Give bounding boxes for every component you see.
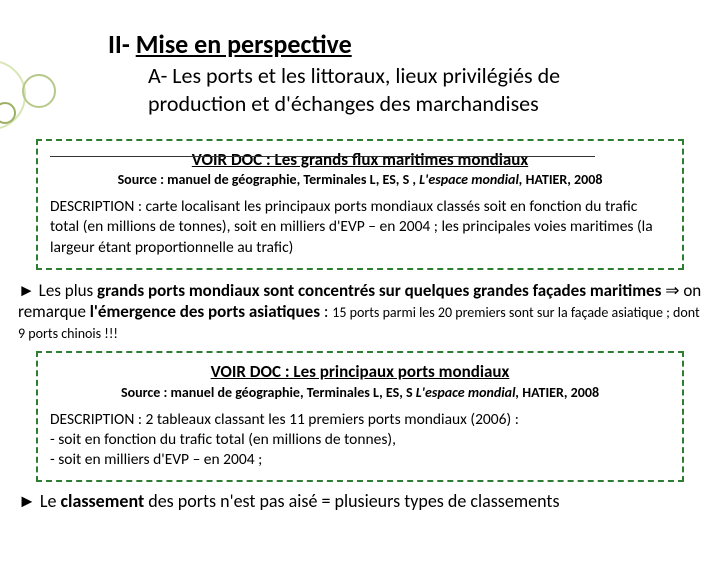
doc1-src-pre: Source : manuel de géographie, Terminale…: [118, 171, 420, 188]
subtitle-line1: A- Les ports et les littoraux, lieux pri…: [148, 62, 560, 89]
doc1-title: VOIR DOC : Les grands flux maritimes mon…: [50, 149, 670, 171]
doc-box-1: VOIR DOC : Les grands flux maritimes mon…: [36, 139, 684, 270]
title-underlined: Mise en perspective: [136, 28, 352, 60]
doc2-src-suf: HATIER, 2008: [519, 384, 599, 401]
divider: [50, 156, 595, 157]
p1-t1: Les plus: [39, 280, 97, 301]
p1-b2: l'émergence des ports asiatiques: [90, 301, 320, 322]
arrow-icon: ►: [18, 490, 40, 512]
p1-t3: :: [320, 301, 332, 322]
doc1-src-ital: L'espace mondial,: [419, 171, 522, 188]
subsection-title: A- Les ports et les littoraux, lieux pri…: [148, 62, 720, 117]
doc1-src-suf: HATIER, 2008: [523, 171, 603, 188]
doc2-source: Source : manuel de géographie, Terminale…: [50, 384, 670, 402]
d2-l3: - soit en milliers d'EVP – en 2004 ;: [50, 450, 262, 469]
paragraph-1: ► Les plus grands ports mondiaux sont co…: [18, 280, 702, 344]
circle-decoration-icon: [22, 74, 56, 108]
doc2-src-pre: Source : manuel de géographie, Terminale…: [121, 384, 416, 401]
doc2-src-ital: L'espace mondial,: [416, 384, 519, 401]
c-b1: classement: [60, 490, 144, 512]
p1-b1: grands ports mondiaux sont concentrés su…: [97, 280, 661, 301]
subtitle-line2: production et d'échanges des marchandise…: [148, 90, 539, 117]
conclusion: ► Le classement des ports n'est pas aisé…: [18, 490, 702, 512]
arrow-icon: ►: [18, 280, 39, 301]
doc1-description: DESCRIPTION : carte localisant les princ…: [50, 197, 670, 257]
d2-l2: - soit en fonction du trafic total (en m…: [50, 430, 396, 449]
section-title: II- Mise en perspective: [108, 28, 720, 60]
c-t2: des ports n'est pas aisé = plusieurs typ…: [144, 490, 559, 512]
d2-l1: DESCRIPTION : 2 tableaux classant les 11…: [50, 410, 519, 429]
c-t1: Le: [40, 490, 61, 512]
doc2-description: DESCRIPTION : 2 tableaux classant les 11…: [50, 410, 670, 470]
title-prefix: II-: [108, 28, 136, 60]
doc1-source: Source : manuel de géographie, Terminale…: [50, 171, 670, 189]
doc-box-2: VOIR DOC : Les principaux ports mondiaux…: [36, 351, 684, 482]
doc2-title: VOIR DOC : Les principaux ports mondiaux: [50, 361, 670, 383]
